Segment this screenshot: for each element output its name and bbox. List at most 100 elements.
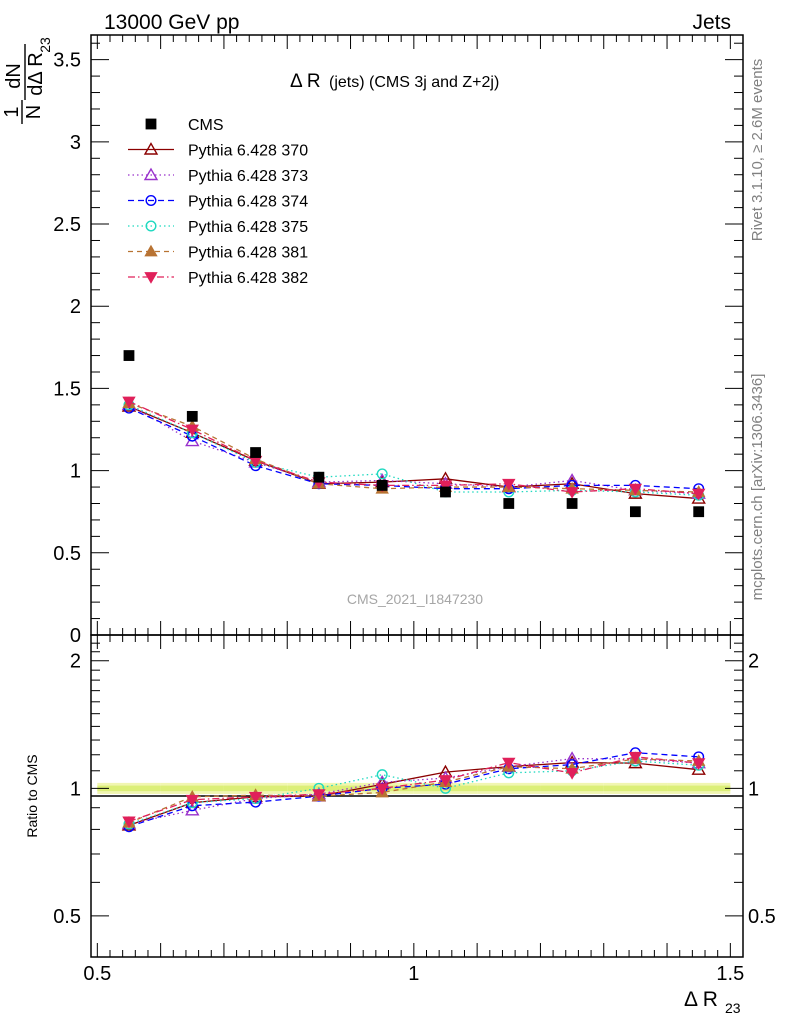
- ylabel-frac-num: 1: [1, 106, 23, 117]
- legend-entry: Pythia 6.428 373: [128, 167, 308, 185]
- data-point: [629, 506, 641, 518]
- legend-entry: Pythia 6.428 374: [128, 194, 308, 211]
- legend-label: Pythia 6.428 374: [188, 194, 308, 211]
- side-text-rivet: Rivet 3.1.10, ≥ 2.6M events: [749, 59, 766, 242]
- series-point-ratio: [628, 751, 643, 764]
- series-line-main: [128, 400, 699, 495]
- y-tick-label-main: 1.5: [53, 378, 81, 400]
- series-point-main: [692, 488, 706, 501]
- series-2: [121, 397, 706, 830]
- series-point-main: [438, 480, 453, 493]
- plot-title-detail: (jets) (CMS 3j and Z+2j): [329, 74, 499, 91]
- legend-label: CMS: [188, 117, 224, 134]
- ratio-band-inner: [603, 785, 668, 792]
- y-tick-label-ratio-right: 0.5: [748, 906, 776, 928]
- ratio-band-inner: [97, 785, 161, 792]
- legend-marker: [145, 194, 157, 206]
- y-tick-label-main: 2: [70, 296, 81, 318]
- ylabel-dN: dN: [3, 63, 25, 89]
- legend: CMS Pythia 6.428 370 Pythia 6.428 373 Pythi…: [128, 117, 308, 287]
- y-tick-label-main: 2.5: [53, 214, 81, 236]
- ratio-panel-frame: [90, 634, 744, 958]
- legend-label: Pythia 6.428 370: [188, 143, 308, 160]
- series-line-main: [128, 402, 699, 493]
- series-line-main: [128, 404, 699, 495]
- x-tick-label: 1: [408, 963, 419, 985]
- legend-marker: [145, 118, 157, 130]
- series-line-main: [128, 407, 699, 490]
- data-point: [693, 506, 705, 518]
- series-group: [121, 396, 706, 833]
- data-point: [123, 350, 135, 361]
- ratio-band-inner: [540, 785, 604, 792]
- y-tick-label-ratio: 2: [70, 651, 81, 673]
- legend-label: Pythia 6.428 382: [188, 270, 308, 287]
- x-tick-label: 1.5: [716, 963, 744, 985]
- y-tick-label-ratio-right: 2: [748, 651, 759, 673]
- legend-marker: [144, 272, 158, 284]
- data-point: [250, 447, 261, 458]
- series-point-ratio: [565, 767, 579, 780]
- watermark: CMS_2021_I1847230: [347, 591, 483, 607]
- legend-label: Pythia 6.428 375: [188, 219, 308, 236]
- side-text-mcplots: mcplots.cern.ch [arXiv:1306.3436]: [749, 374, 766, 601]
- y-axis-label-main: 1 N dN dΔ R 23: [1, 37, 53, 124]
- series-line-ratio: [128, 757, 699, 825]
- series-point-main: [376, 468, 388, 480]
- series-point-main: [122, 396, 136, 409]
- y-tick-label-ratio-right: 1: [748, 778, 759, 800]
- series-point-ratio: [122, 816, 136, 829]
- x-axis-label-sub: 23: [725, 1000, 741, 1016]
- legend-marker: [143, 167, 159, 181]
- legend-entry: Pythia 6.428 382: [128, 270, 308, 287]
- data-point: [566, 498, 578, 509]
- series-point-main: [502, 478, 516, 491]
- y-tick-label-main: 0.5: [53, 543, 81, 565]
- series-point-main: [628, 483, 643, 496]
- y-tick-label-main: 3: [70, 132, 81, 154]
- series-1: [121, 399, 706, 831]
- header-left: 13000 GeV pp: [104, 11, 239, 34]
- series-line-ratio: [128, 756, 699, 823]
- series-line-main: [128, 404, 699, 496]
- series-point-main: [565, 487, 579, 499]
- data-point: [313, 471, 325, 483]
- series-point-ratio: [375, 783, 389, 796]
- series-point-ratio: [502, 757, 516, 770]
- series-point-ratio: [312, 789, 326, 801]
- series-4: [123, 399, 705, 830]
- series-point-ratio: [692, 758, 706, 770]
- series-point-main: [185, 424, 199, 437]
- series-line-ratio: [128, 752, 699, 828]
- ratio-band-inner: [667, 785, 731, 792]
- y-tick-label-main: 0: [70, 625, 81, 647]
- legend-entry: Pythia 6.428 370: [128, 142, 308, 160]
- series-line-ratio: [128, 758, 699, 824]
- legend-entry: CMS: [145, 117, 224, 134]
- x-axis-label-main: Δ R: [684, 988, 718, 1011]
- legend-entry: Pythia 6.428 381: [128, 245, 308, 262]
- ylabel-frac-den: N: [23, 105, 45, 119]
- legend-marker: [143, 142, 159, 155]
- ratio-band-inner: [477, 785, 541, 792]
- y-axis-label-ratio: Ratio to CMS: [24, 754, 40, 837]
- ylabel-dDeltaR: dΔ R: [25, 52, 47, 95]
- legend-marker: [145, 220, 157, 232]
- y-tick-label-main: 3.5: [53, 50, 81, 72]
- legend-entry: Pythia 6.428 375: [128, 219, 308, 236]
- series-3: [123, 402, 705, 833]
- header-right: Jets: [692, 11, 731, 34]
- series-point-ratio: [376, 769, 388, 781]
- series-line-ratio: [128, 761, 699, 826]
- legend-label: Pythia 6.428 381: [188, 245, 308, 262]
- data-points: [123, 350, 705, 518]
- x-tick-label: 0.5: [83, 963, 111, 985]
- y-tick-label-ratio: 1: [70, 778, 81, 800]
- legend-marker: [144, 244, 158, 257]
- data-point: [186, 410, 198, 422]
- data-point: [376, 480, 388, 491]
- y-tick-label-ratio: 0.5: [53, 906, 81, 928]
- legend-label: Pythia 6.428 373: [188, 168, 308, 185]
- series-point-ratio: [438, 775, 453, 787]
